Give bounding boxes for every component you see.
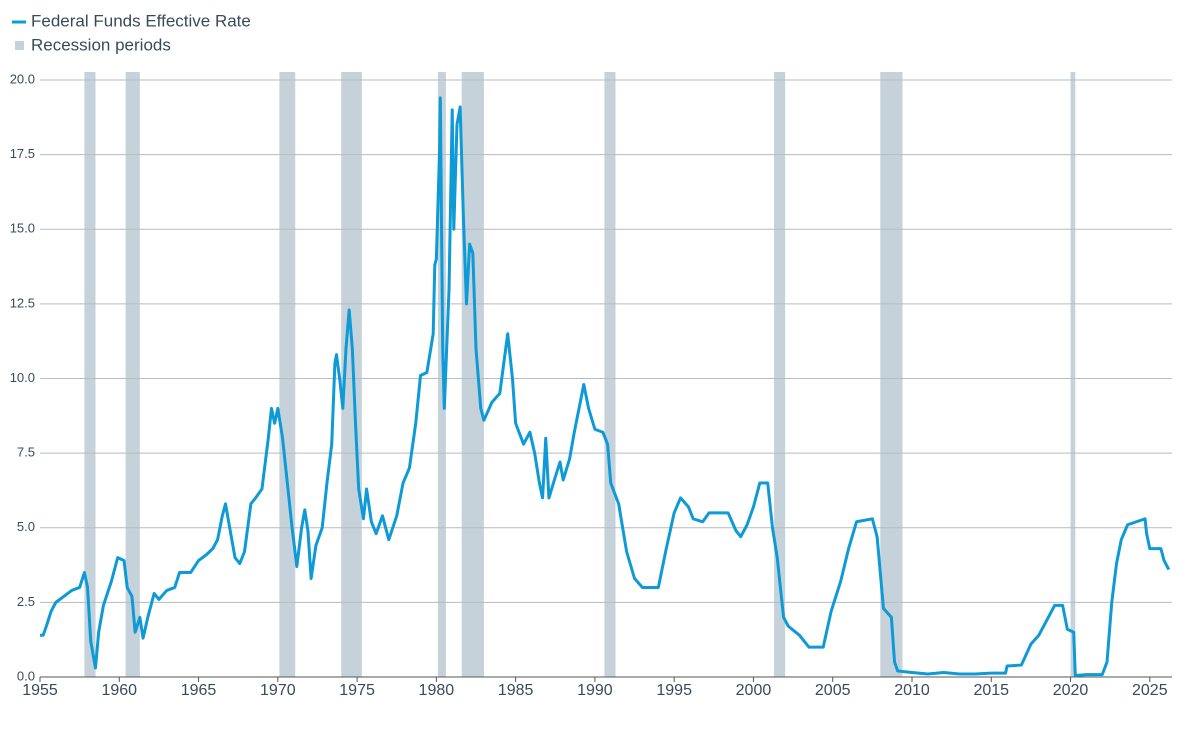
- recession-band: [84, 72, 96, 677]
- x-tick-label: 1985: [498, 682, 534, 699]
- x-tick-label: 1970: [260, 682, 296, 699]
- x-tick-label: 1975: [339, 682, 375, 699]
- x-tick-label: 2010: [894, 682, 930, 699]
- y-tick-label: 17.5: [10, 146, 35, 161]
- x-tick-label: 2005: [815, 682, 851, 699]
- y-tick-label: 20.0: [10, 71, 35, 86]
- y-tick-label: 0.0: [17, 668, 35, 683]
- x-tick-label: 1960: [101, 682, 137, 699]
- series-line: [40, 96, 1171, 678]
- y-tick-label: 7.5: [17, 445, 35, 460]
- recession-band: [125, 72, 140, 677]
- recession-band: [461, 72, 484, 677]
- x-tick-label: 2020: [1053, 682, 1089, 699]
- x-tick-label: 2025: [1132, 682, 1168, 699]
- x-tick-label: 1980: [419, 682, 455, 699]
- x-tick-label: 1990: [577, 682, 613, 699]
- recession-band: [1070, 72, 1076, 677]
- x-tick-label: 2015: [973, 682, 1009, 699]
- legend-label: Recession periods: [31, 35, 171, 54]
- recession-band: [880, 72, 903, 677]
- y-tick-label: 15.0: [10, 221, 35, 236]
- x-tick-label: 1965: [181, 682, 217, 699]
- recession-band: [341, 72, 362, 677]
- recession-band: [774, 72, 786, 677]
- legend-label: Federal Funds Effective Rate: [31, 11, 251, 30]
- x-tick-label: 1995: [656, 682, 692, 699]
- recession-band: [604, 72, 616, 677]
- x-tick-label: 2000: [736, 682, 772, 699]
- y-tick-label: 10.0: [10, 370, 35, 385]
- y-tick-label: 5.0: [17, 519, 35, 534]
- legend-swatch: [15, 41, 24, 50]
- recession-band: [279, 72, 296, 677]
- x-tick-label: 1955: [22, 682, 58, 699]
- y-tick-label: 2.5: [17, 594, 35, 609]
- y-tick-label: 12.5: [10, 295, 35, 310]
